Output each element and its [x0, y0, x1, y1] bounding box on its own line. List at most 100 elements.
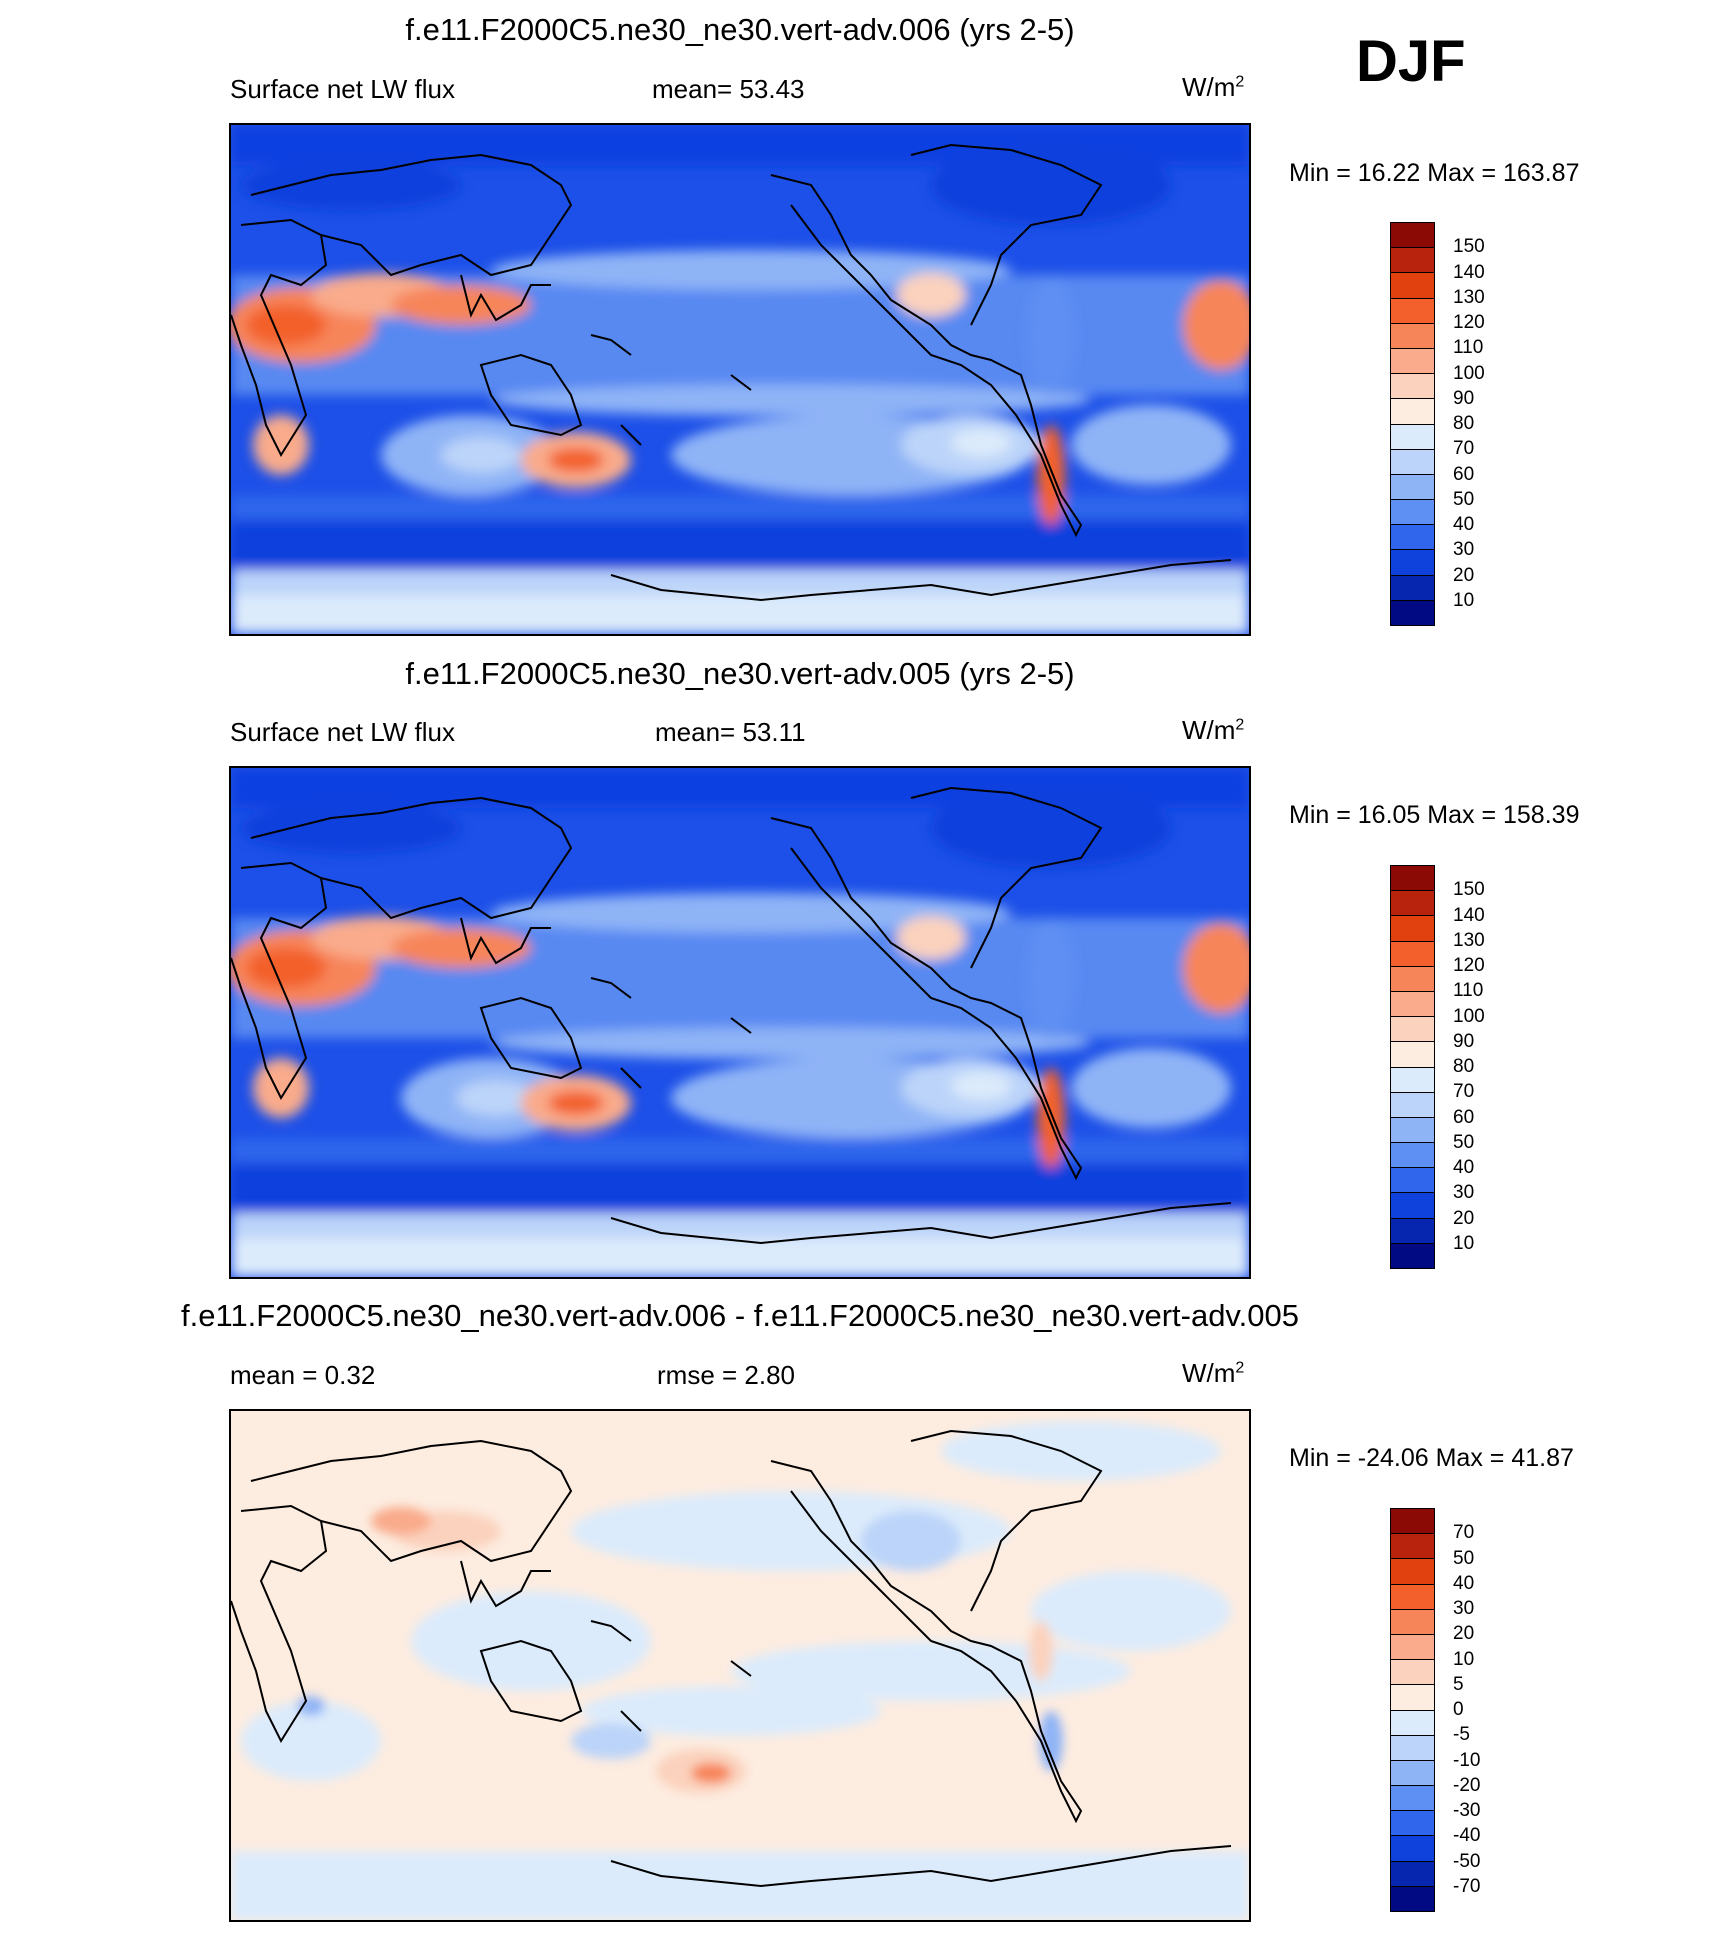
colorbar-tick-label: 120 [1453, 312, 1485, 333]
colorbar-swatch [1391, 1685, 1434, 1711]
colorbar-tick-label: 0 [1453, 1699, 1464, 1720]
colorbar-swatch [1391, 1143, 1434, 1169]
colorbar-tick-label: 110 [1453, 980, 1484, 1002]
colorbar-tick-label: 140 [1453, 904, 1485, 926]
colorbar-tick-label: 20 [1453, 564, 1475, 586]
field-map [231, 125, 1249, 634]
colorbar-swatch [1391, 966, 1434, 992]
colorbar [1390, 1508, 1435, 1912]
season-label: DJF [1356, 29, 1466, 94]
min-max-label: Min = 16.05 Max = 158.39 [1289, 801, 1580, 829]
colorbar-tick-label: 50 [1453, 1547, 1475, 1569]
colorbar-swatch [1391, 298, 1434, 324]
colorbar-swatch [1391, 474, 1434, 501]
colorbar-tick-label: -70 [1453, 1875, 1481, 1897]
colorbar-tick-label: 70 [1453, 438, 1475, 460]
map-panel [229, 766, 1251, 1279]
colorbar-swatch [1391, 1092, 1434, 1118]
panel-title: f.e11.F2000C5.ne30_ne30.vert-adv.006 - f… [181, 1298, 1299, 1333]
map-panel [229, 1409, 1251, 1922]
colorbar-swatch [1391, 1559, 1434, 1585]
colorbar-swatch [1391, 1017, 1434, 1043]
colorbar-swatch [1391, 248, 1434, 274]
colorbar-tick-label: 140 [1453, 261, 1485, 283]
colorbar-tick-label: 110 [1453, 337, 1484, 359]
colorbar-tick-label: 90 [1453, 387, 1475, 409]
colorbar-tick-label: 20 [1453, 1623, 1475, 1645]
colorbar-swatch [1391, 891, 1434, 917]
colorbar-tick-label: 30 [1453, 1182, 1475, 1204]
colorbar-tick-label: 50 [1453, 1131, 1475, 1153]
colorbar-swatch [1391, 1836, 1434, 1862]
colorbar-tick-label: -10 [1453, 1749, 1481, 1771]
min-max-label: Min = 16.22 Max = 163.87 [1289, 159, 1580, 187]
unit-label: W/m2 [1182, 1358, 1245, 1388]
colorbar-tick-label: 10 [1453, 1648, 1475, 1670]
colorbar-swatch [1391, 1117, 1434, 1144]
colorbar-tick-label: -5 [1453, 1724, 1470, 1746]
colorbar-swatch [1391, 1243, 1434, 1268]
colorbar-swatch [1391, 1886, 1434, 1911]
colorbar-swatch [1391, 525, 1434, 551]
colorbar-swatch [1391, 1861, 1434, 1887]
coastlines [231, 1429, 1232, 1888]
colorbar-swatch [1391, 1042, 1434, 1068]
colorbar-swatch [1391, 1811, 1434, 1837]
variable-label: Surface net LW flux [230, 74, 455, 104]
colorbar-swatch [1391, 1168, 1434, 1194]
colorbar-swatch [1391, 399, 1434, 425]
colorbar-swatch [1391, 1634, 1434, 1661]
mean-label: mean= 53.43 [652, 74, 805, 104]
colorbar-swatch [1391, 1786, 1434, 1812]
colorbar-swatch [1391, 550, 1434, 576]
colorbar-labels: 150 140 130 120 110 100 90 80 70 60 50 40 30 20 10 [1453, 865, 1533, 1269]
colorbar-tick-label: -20 [1453, 1774, 1481, 1796]
colorbar-swatch [1391, 1067, 1434, 1093]
colorbar-swatch [1391, 1609, 1434, 1635]
colorbar-tick-label: 80 [1453, 413, 1475, 434]
colorbar-tick-label: 30 [1453, 539, 1475, 561]
colorbar-tick-label: 150 [1453, 879, 1485, 901]
min-max-label: Min = -24.06 Max = 41.87 [1289, 1444, 1574, 1472]
coastlines [231, 143, 1232, 602]
colorbar-swatch [1391, 1584, 1434, 1610]
colorbar-tick-label: 60 [1453, 1106, 1475, 1128]
colorbar [1390, 865, 1435, 1269]
colorbar-swatch [1391, 1710, 1434, 1736]
colorbar-tick-label: 50 [1453, 488, 1475, 510]
colorbar-swatch [1391, 1660, 1434, 1686]
colorbar-swatch [1391, 1534, 1434, 1560]
colorbar-swatch [1391, 500, 1434, 526]
mean-label: mean= 53.11 [655, 717, 806, 747]
colorbar-tick-label: 100 [1453, 1005, 1485, 1027]
map-panel [229, 123, 1251, 636]
colorbar-swatch [1391, 1735, 1434, 1761]
field-map [231, 768, 1249, 1277]
variable-label: Surface net LW flux [230, 717, 455, 747]
colorbar-tick-label: 130 [1453, 929, 1485, 951]
colorbar-tick-label: 10 [1453, 1232, 1475, 1254]
colorbar-swatch [1391, 916, 1434, 942]
colorbar-swatch [1391, 424, 1434, 450]
colorbar-tick-label: 20 [1453, 1207, 1475, 1229]
colorbar-swatch [1391, 323, 1434, 349]
colorbar-tick-label: 70 [1453, 1081, 1475, 1103]
colorbar-swatch [1391, 348, 1434, 375]
mean-label: mean = 0.32 [230, 1360, 376, 1390]
colorbar-tick-label: 40 [1453, 1572, 1475, 1594]
colorbar-swatch [1391, 374, 1434, 400]
colorbar-swatch [1391, 223, 1434, 249]
colorbar-swatch [1391, 600, 1434, 625]
colorbar-tick-label: 40 [1453, 1157, 1475, 1178]
panel-title: f.e11.F2000C5.ne30_ne30.vert-adv.005 (yr… [405, 656, 1075, 691]
unit-label: W/m2 [1182, 715, 1245, 745]
colorbar-tick-label: 10 [1453, 589, 1475, 611]
panel-title: f.e11.F2000C5.ne30_ne30.vert-adv.006 (yr… [405, 12, 1075, 47]
colorbar-tick-label: 150 [1453, 236, 1485, 258]
colorbar-swatch [1391, 991, 1434, 1018]
colorbar-swatch [1391, 1193, 1434, 1219]
colorbar-tick-label: 130 [1453, 286, 1485, 308]
colorbar-tick-label: 60 [1453, 463, 1475, 485]
colorbar-tick-label: -50 [1453, 1850, 1481, 1872]
colorbar-swatch [1391, 449, 1434, 475]
